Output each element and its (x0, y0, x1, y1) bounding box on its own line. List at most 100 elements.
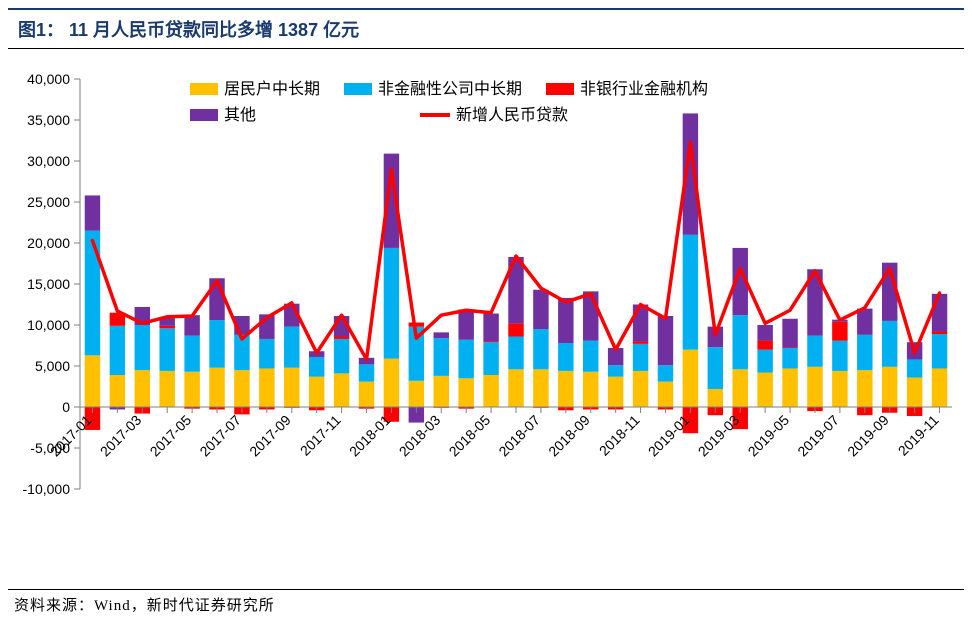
bar-segment (234, 370, 249, 407)
bar-segment (558, 343, 573, 371)
bar-segment (284, 327, 299, 368)
bar-segment (857, 335, 872, 370)
bar-segment (284, 368, 299, 407)
bar-segment (608, 365, 623, 376)
bar-segment (832, 341, 847, 371)
bar-segment (533, 329, 548, 369)
bar-segment (633, 344, 648, 371)
bar-segment (907, 377, 922, 407)
bar-segment (757, 373, 772, 407)
bar-segment (159, 326, 174, 328)
bar-segment (708, 347, 723, 389)
x-tick-label: 2018-09 (545, 412, 593, 460)
bar-segment (583, 341, 598, 372)
bar-segment (683, 235, 698, 350)
x-tick-label: 2017-09 (246, 412, 294, 460)
chart-title: 图1： 11 月人民币贷款同比多增 1387 亿元 (8, 8, 964, 49)
bar-segment (409, 381, 424, 407)
y-tick-label: 15,000 (27, 276, 70, 292)
bar-segment (434, 338, 449, 376)
x-tick-label: 2017-05 (147, 412, 195, 460)
bar-segment (832, 371, 847, 407)
y-tick-label: -10,000 (23, 481, 71, 497)
bar-segment (309, 357, 324, 377)
bar-segment (384, 359, 399, 407)
bar-segment (832, 322, 847, 341)
bar-segment (508, 336, 523, 369)
bar-segment (434, 376, 449, 407)
bar-segment (608, 377, 623, 407)
bar-segment (782, 368, 797, 407)
bar-segment (782, 319, 797, 348)
y-tick-label: 35,000 (27, 112, 70, 128)
y-tick-label: 10,000 (27, 317, 70, 333)
bar-segment (558, 298, 573, 343)
svg-text:非金融性公司中长期: 非金融性公司中长期 (378, 80, 522, 98)
bar-segment (135, 325, 150, 370)
bar-segment (807, 336, 822, 367)
bar-segment (633, 341, 648, 343)
x-tick-label: 2018-01 (346, 412, 394, 460)
y-tick-label: 0 (62, 399, 70, 415)
bar-segment (857, 370, 872, 407)
x-tick-label: 2017-01 (47, 412, 95, 460)
x-tick-label: 2019-11 (895, 412, 942, 459)
bar-segment (807, 367, 822, 407)
bar-segment (483, 314, 498, 342)
bar-segment (658, 382, 673, 407)
bar-segment (533, 369, 548, 407)
bar-segment (558, 371, 573, 407)
bar-segment (85, 195, 100, 230)
bar-segment (458, 378, 473, 407)
bar-segment (583, 291, 598, 340)
bar-segment (259, 368, 274, 407)
bar-segment (882, 321, 897, 367)
bar-segment (683, 350, 698, 407)
bar-segment (932, 368, 947, 407)
bar-segment (533, 290, 548, 329)
y-tick-label: 20,000 (27, 235, 70, 251)
bar-segment (658, 365, 673, 381)
x-tick-label: 2018-11 (596, 412, 643, 459)
bar-segment (782, 348, 797, 369)
y-tick-label: 40,000 (27, 71, 70, 87)
bar-segment (483, 375, 498, 407)
bar-segment (209, 320, 224, 368)
bar-segment (932, 332, 947, 334)
bar-segment (633, 371, 648, 407)
x-tick-label: 2018-07 (495, 412, 543, 460)
bar-segment (159, 371, 174, 407)
bar-segment (757, 341, 772, 350)
x-tick-label: 2019-01 (645, 412, 693, 460)
chart-area: -10,000-5,00005,00010,00015,00020,00025,… (8, 49, 964, 589)
bar-segment (508, 323, 523, 336)
bar-segment (334, 336, 349, 338)
x-tick-label: 2019-07 (794, 412, 842, 460)
bar-segment (483, 342, 498, 375)
bar-segment (359, 382, 374, 407)
bar-segment (85, 231, 100, 356)
bar-segment (932, 334, 947, 368)
bar-segment (508, 369, 523, 407)
bar-segment (259, 339, 274, 369)
svg-text:新增人民币贷款: 新增人民币贷款 (456, 106, 568, 124)
bar-segment (85, 355, 100, 407)
x-tick-label: 2019-03 (695, 412, 743, 460)
svg-text:居民户中长期: 居民户中长期 (224, 80, 320, 98)
bar-segment (334, 339, 349, 373)
y-tick-label: 30,000 (27, 153, 70, 169)
bar-segment (359, 364, 374, 381)
bar-segment (184, 336, 199, 372)
bar-segment (184, 315, 199, 336)
bar-segment (458, 340, 473, 379)
bar-segment (309, 377, 324, 407)
bar-segment (384, 248, 399, 359)
bar-segment (907, 359, 922, 377)
bar-segment (209, 368, 224, 407)
bar-segment (757, 350, 772, 373)
y-tick-label: 25,000 (27, 194, 70, 210)
bar-segment (733, 369, 748, 407)
bar-segment (334, 373, 349, 407)
x-tick-label: 2019-05 (745, 412, 793, 460)
bar-segment (708, 389, 723, 407)
